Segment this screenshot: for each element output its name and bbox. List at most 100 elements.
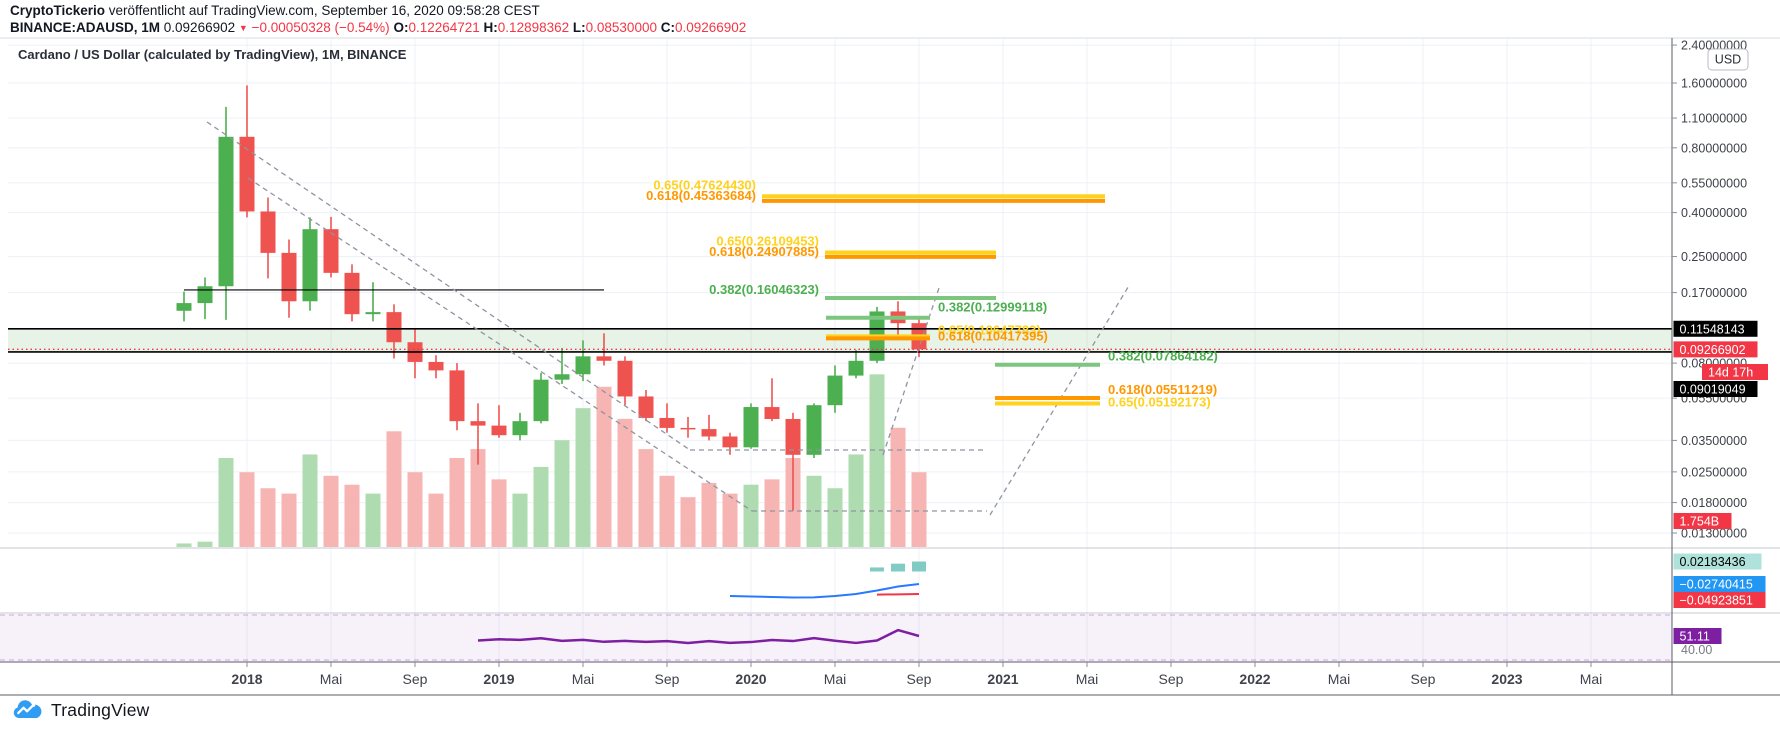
- down-arrow-icon: ▼: [238, 23, 248, 33]
- price-tick-label: 0.55000000: [1681, 176, 1747, 190]
- symbol-name: BINANCE:ADAUSD, 1M: [10, 20, 161, 35]
- candle-body: [470, 421, 486, 426]
- publisher: CryptoTickerio: [10, 3, 106, 18]
- macd-signal-badge-box: [1673, 592, 1766, 608]
- candle-body: [554, 374, 570, 380]
- time-tick-label: Sep: [907, 671, 932, 687]
- line-price-badge: 0.09019049: [1673, 381, 1758, 397]
- volume-bars: [176, 374, 927, 547]
- volume-bar: [491, 479, 507, 547]
- rsi-band: [0, 614, 1672, 662]
- fib-label: 0.65(0.26109453): [716, 234, 819, 249]
- volume-bar: [302, 454, 318, 547]
- volume-bar: [617, 418, 633, 547]
- macd-line-badge-box: [1673, 576, 1766, 592]
- trend-line: [247, 177, 753, 512]
- low-label: L:: [572, 20, 586, 35]
- current-price-badge: 0.09266902: [1673, 341, 1758, 358]
- time-axis[interactable]: 2018 Mai Sep 2019 Mai Sep 2020 Mai Sep 2021 Mai Sep…: [231, 662, 1602, 687]
- time-tick-label: 2023: [1491, 671, 1522, 687]
- candle-body: [512, 421, 528, 436]
- candle-body: [596, 356, 612, 361]
- candle-body: [176, 303, 192, 311]
- low-value: 0.08530000: [585, 20, 657, 35]
- volume-bar: [638, 449, 654, 547]
- rsi-badge-box: [1673, 628, 1722, 644]
- time-tick-label: 2022: [1239, 671, 1270, 687]
- volume-badge-text: 1.754B: [1680, 515, 1720, 529]
- macd-hist-badge-box: [1673, 553, 1762, 570]
- currency-button-box[interactable]: [1707, 48, 1749, 71]
- volume-bar: [239, 472, 255, 547]
- candle-body: [827, 375, 843, 406]
- volume-bar: [365, 493, 381, 547]
- volume-bar: [827, 488, 843, 547]
- open-label: O:: [393, 20, 409, 35]
- current-price-badge-box: [1673, 341, 1758, 358]
- candle-body: [239, 136, 255, 212]
- candles: [176, 85, 927, 511]
- logo-text: TradingView: [51, 699, 150, 720]
- publish-line: CryptoTickerio veröffentlicht auf Tradin…: [10, 3, 540, 18]
- volume-bar: [911, 472, 927, 547]
- currency-button-label: USD: [1715, 53, 1741, 67]
- volume-badge: 1.754B: [1673, 513, 1732, 529]
- candle-body: [638, 396, 654, 418]
- candle-body: [701, 429, 717, 437]
- candle-body: [428, 361, 444, 371]
- currency-button[interactable]: USD: [1707, 48, 1749, 71]
- volume-bar: [470, 449, 486, 547]
- symbol-ohlc-line: BINANCE:ADAUSD, 1M 0.09266902 ▼ −0.00050…: [10, 20, 746, 35]
- line-price-badge-box: [1673, 381, 1758, 397]
- price-tick-label: 1.10000000: [1681, 112, 1747, 126]
- volume-bar: [659, 475, 675, 547]
- time-tick-label: Mai: [320, 671, 343, 687]
- candle-body: [617, 360, 633, 397]
- candle-body: [491, 425, 507, 436]
- candle-body: [680, 427, 696, 430]
- high-value: 0.12898362: [497, 20, 570, 35]
- volume-bar: [806, 475, 822, 547]
- line-price-badge-text: 0.09019049: [1680, 383, 1746, 397]
- time-tick-label: Mai: [572, 671, 595, 687]
- candle-body: [806, 405, 822, 455]
- time-tick-label: Mai: [1580, 671, 1603, 687]
- volume-bar: [533, 466, 549, 547]
- volume-bar: [428, 493, 444, 547]
- candle-body: [659, 417, 675, 428]
- price-tick-label: 0.03500000: [1681, 434, 1747, 448]
- macd-signal-badge: −0.04923851: [1673, 592, 1766, 608]
- candle-body: [785, 419, 801, 455]
- macd-histogram-bar: [870, 567, 884, 572]
- fib-label: 0.618(0.24907885): [709, 244, 819, 259]
- time-tick-label: 2018: [231, 671, 262, 687]
- time-tick-label: Sep: [655, 671, 680, 687]
- candle-body: [722, 436, 738, 448]
- close-value: 0.09266902: [674, 20, 747, 35]
- fib-levels: 0.65(0.47624430)0.618(0.45363684) 0.65(0.…: [646, 177, 1218, 409]
- line-price-badge: 0.11548143: [1673, 320, 1758, 337]
- candle-body: [386, 312, 402, 343]
- fib-label: 0.618(0.10417395): [938, 328, 1048, 343]
- bar-countdown-badge-box: [1702, 364, 1768, 380]
- volume-bar: [764, 479, 780, 547]
- price-tick-label: 0.25000000: [1681, 250, 1747, 264]
- volume-bar: [680, 497, 696, 547]
- price-tick-label: 0.01300000: [1681, 527, 1747, 541]
- rsi-badge: 51.11: [1673, 628, 1722, 644]
- rsi-badge-text: 51.11: [1680, 630, 1710, 644]
- fib-label: 0.65(0.47624430): [653, 177, 756, 192]
- volume-bar: [197, 541, 213, 547]
- price-axis[interactable]: 2.400000001.600000001.100000000.80000000…: [1672, 39, 1768, 657]
- volume-bar: [554, 440, 570, 547]
- fib-label: 0.382(0.12999118): [938, 300, 1047, 315]
- price-tick-label: 0.80000000: [1681, 141, 1747, 155]
- macd-line: [729, 583, 920, 599]
- time-tick-label: Sep: [1159, 671, 1184, 687]
- bar-countdown-badge-text: 14d 17h: [1708, 366, 1753, 380]
- time-tick-label: Sep: [1411, 671, 1436, 687]
- macd-line-badge: −0.02740415: [1673, 576, 1766, 592]
- time-tick-label: Mai: [824, 671, 847, 687]
